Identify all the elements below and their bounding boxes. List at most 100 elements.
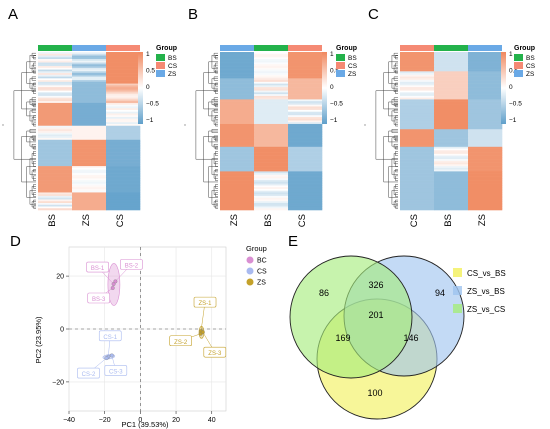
heatmap-cell bbox=[434, 134, 469, 137]
heatmap-cell bbox=[38, 90, 73, 93]
heatmap-cell bbox=[220, 60, 255, 63]
heatmap-cell bbox=[220, 80, 255, 83]
point-label: ZS-1 bbox=[199, 301, 213, 307]
heatmap-cell bbox=[468, 139, 503, 142]
heatmap-a: BS ZS CS bbox=[2, 45, 141, 227]
heatmap-cell bbox=[38, 106, 73, 109]
heatmap-cell bbox=[106, 85, 141, 88]
heatmap-cell bbox=[220, 123, 255, 127]
heatmap-cell bbox=[400, 192, 435, 195]
heatmap-cell bbox=[434, 59, 469, 62]
heatmap-cell bbox=[106, 60, 141, 63]
heatmap-cell bbox=[38, 92, 73, 95]
heatmap-cell bbox=[434, 173, 469, 176]
heatmap-cell bbox=[468, 66, 503, 69]
heatmap-cell bbox=[254, 88, 289, 91]
heatmap-cell bbox=[220, 153, 255, 156]
heatmap-cell bbox=[288, 131, 323, 134]
heatmap-cell bbox=[254, 104, 289, 107]
heatmap-cell bbox=[38, 199, 73, 202]
heatmap-cell bbox=[400, 199, 435, 202]
heatmap-cell bbox=[400, 162, 435, 165]
venn-count: 201 bbox=[368, 310, 383, 320]
heatmap-cell bbox=[38, 171, 73, 174]
heatmap-cell bbox=[434, 159, 469, 162]
heatmap-cell bbox=[72, 131, 107, 134]
legend-label: BS bbox=[348, 55, 357, 62]
heatmap-cell bbox=[288, 104, 323, 107]
x-tick-label: −20 bbox=[99, 417, 111, 424]
heatmap-cell bbox=[434, 113, 469, 116]
heatmap-cell bbox=[106, 90, 141, 93]
heatmap-cell bbox=[106, 188, 141, 191]
heatmap-cell bbox=[400, 204, 435, 207]
heatmap-cell bbox=[106, 201, 141, 204]
heatmap-cell bbox=[220, 192, 255, 195]
heatmap-cell bbox=[72, 145, 107, 148]
heatmap-cell bbox=[400, 155, 435, 158]
panel-letter-e: E bbox=[288, 233, 298, 250]
heatmap-cell bbox=[106, 134, 141, 137]
heatmap-cell bbox=[106, 122, 141, 125]
heatmap-cell bbox=[38, 197, 73, 200]
heatmap-cell bbox=[288, 99, 323, 102]
heatmap-cell bbox=[288, 66, 323, 69]
heatmap-cell bbox=[288, 125, 323, 128]
pca-legend-marker bbox=[246, 256, 254, 264]
heatmap-cell bbox=[468, 129, 503, 132]
heatmap-cell bbox=[400, 104, 435, 107]
heatmap-cell bbox=[72, 169, 107, 172]
heatmap-cell bbox=[38, 150, 73, 153]
heatmap-cell bbox=[434, 162, 469, 165]
heatmap-cell bbox=[38, 60, 73, 63]
heatmap-cell bbox=[220, 150, 255, 153]
color-scale-tick: 0 bbox=[509, 84, 513, 91]
legend-swatch-bs bbox=[156, 54, 165, 61]
heatmap-cell bbox=[106, 71, 141, 74]
heatmap-cell bbox=[38, 101, 73, 104]
heatmap-cell bbox=[220, 111, 255, 114]
heatmap-cell bbox=[400, 190, 435, 193]
heatmap-cell bbox=[38, 104, 73, 107]
x-tick-label: 20 bbox=[172, 417, 180, 424]
heatmap-cell bbox=[254, 174, 289, 177]
heatmap-cell bbox=[38, 83, 73, 86]
heatmap-cell bbox=[38, 141, 73, 144]
heatmap-cell bbox=[400, 169, 435, 172]
heatmap-cell bbox=[72, 85, 107, 88]
heatmap-cell bbox=[434, 73, 469, 76]
heatmap-cell bbox=[434, 178, 469, 181]
heatmap-cell bbox=[434, 118, 469, 121]
heatmap-cell bbox=[468, 118, 503, 121]
group-bar-segment bbox=[468, 45, 502, 51]
heatmap-cell bbox=[38, 138, 73, 141]
pca-legend-label: BC bbox=[257, 258, 267, 265]
heatmap-cell bbox=[468, 60, 503, 63]
color-scale-tick: −0.5 bbox=[509, 101, 522, 108]
heatmap-cell bbox=[106, 95, 141, 98]
heatmap-cell bbox=[106, 123, 141, 127]
pca-plot: −40 −20 0 20 40 −20 0 20 BS-1 BS-2 BS-3 CS-1 CS-2 CS… bbox=[34, 244, 267, 429]
data-point bbox=[109, 353, 114, 358]
heatmap-cell bbox=[468, 164, 503, 167]
heatmap-cell bbox=[72, 108, 107, 111]
heatmap-cell bbox=[220, 185, 255, 188]
heatmap-cell bbox=[400, 164, 435, 167]
heatmap-cell bbox=[400, 76, 435, 79]
heatmap-cell bbox=[434, 81, 469, 84]
heatmap-cell bbox=[254, 64, 289, 67]
heatmap-cell bbox=[38, 111, 73, 114]
heatmap-cell bbox=[220, 199, 255, 202]
heatmap-cell bbox=[220, 197, 255, 200]
heatmap-cell bbox=[400, 99, 435, 102]
heatmap-cell bbox=[220, 83, 255, 86]
heatmap-cell bbox=[434, 188, 469, 191]
heatmap-cell bbox=[400, 138, 435, 141]
heatmap-cell bbox=[434, 157, 469, 160]
heatmap-cell bbox=[400, 71, 435, 74]
heatmap-cell bbox=[220, 195, 255, 199]
venn-legend: CS_vs_BS ZS_vs_BS ZS_vs_CS bbox=[453, 268, 506, 314]
heatmap-cell bbox=[400, 180, 435, 183]
heatmap-cell bbox=[38, 85, 73, 88]
heatmap-cell bbox=[400, 167, 435, 170]
